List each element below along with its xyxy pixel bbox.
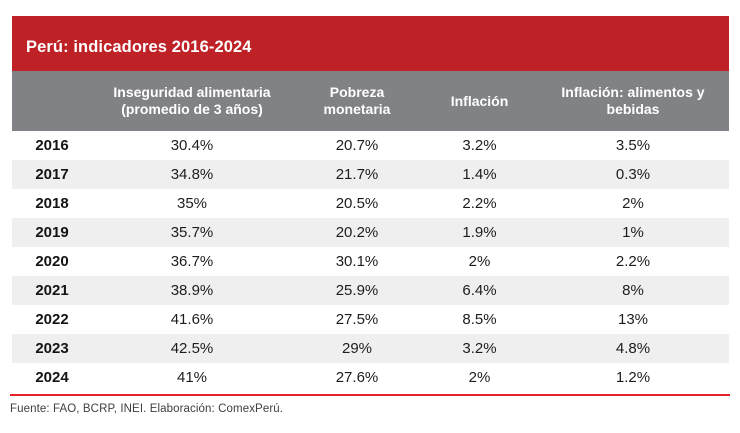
accent-divider-line bbox=[10, 394, 730, 396]
table-row: 2019 35.7% 20.2% 1.9% 1% bbox=[12, 218, 729, 247]
value-cell: 34.8% bbox=[170, 166, 214, 183]
value-cell: 20.7% bbox=[335, 137, 379, 154]
col-header-inflation: Inflación bbox=[450, 92, 509, 109]
year-cell: 2017 bbox=[35, 166, 69, 183]
value-cell: 35.7% bbox=[170, 224, 214, 241]
value-cell: 41.6% bbox=[170, 311, 214, 328]
table-row: 2020 36.7% 30.1% 2% 2.2% bbox=[12, 247, 729, 276]
col-header-year bbox=[12, 71, 92, 131]
value-cell: 6.4% bbox=[462, 282, 497, 299]
col-header-food-inflation: Inflación: alimentos y bebidas bbox=[561, 84, 705, 117]
value-cell: 3.5% bbox=[615, 137, 651, 154]
source-footnote: Fuente: FAO, BCRP, INEI. Elaboración: Co… bbox=[10, 403, 284, 415]
value-cell: 42.5% bbox=[170, 340, 214, 357]
table-row: 2016 30.4% 20.7% 3.2% 3.5% bbox=[12, 131, 729, 160]
table-row: 2021 38.9% 25.9% 6.4% 8% bbox=[12, 276, 729, 305]
table-header: Inseguridad alimentaria (promedio de 3 a… bbox=[12, 71, 729, 131]
year-cell: 2023 bbox=[35, 340, 69, 357]
figure-title: Perú: indicadores 2016-2024 bbox=[26, 37, 252, 56]
value-cell: 27.6% bbox=[335, 369, 379, 386]
value-cell: 8% bbox=[622, 282, 644, 299]
value-cell: 4.8% bbox=[615, 340, 651, 357]
table-row: 2017 34.8% 21.7% 1.4% 0.3% bbox=[12, 160, 729, 189]
year-cell: 2016 bbox=[35, 137, 69, 154]
value-cell: 20.2% bbox=[335, 224, 379, 241]
year-cell: 2020 bbox=[35, 253, 69, 270]
title-bar: Perú: indicadores 2016-2024 bbox=[12, 16, 729, 71]
value-cell: 3.2% bbox=[462, 137, 497, 154]
col-header-monetary-poverty: Pobreza monetaria bbox=[323, 84, 391, 117]
value-cell: 25.9% bbox=[335, 282, 379, 299]
value-cell: 1% bbox=[622, 224, 644, 241]
value-cell: 13% bbox=[617, 311, 649, 328]
value-cell: 2% bbox=[468, 253, 491, 270]
table-row: 2022 41.6% 27.5% 8.5% 13% bbox=[12, 305, 729, 334]
value-cell: 1.9% bbox=[462, 224, 497, 241]
value-cell: 3.2% bbox=[462, 340, 497, 357]
value-cell: 30.4% bbox=[170, 137, 214, 154]
value-cell: 2% bbox=[468, 369, 491, 386]
value-cell: 36.7% bbox=[170, 253, 214, 270]
value-cell: 35% bbox=[176, 195, 208, 212]
year-cell: 2021 bbox=[35, 282, 69, 299]
value-cell: 1.4% bbox=[462, 166, 497, 183]
value-cell: 20.5% bbox=[335, 195, 379, 212]
year-cell: 2024 bbox=[35, 369, 69, 386]
value-cell: 27.5% bbox=[335, 311, 379, 328]
table-row: 2023 42.5% 29% 3.2% 4.8% bbox=[12, 334, 729, 363]
col-header-food-insecurity: Inseguridad alimentaria (promedio de 3 a… bbox=[113, 84, 271, 117]
table-row: 2024 41% 27.6% 2% 1.2% bbox=[12, 363, 729, 392]
value-cell: 2% bbox=[622, 195, 644, 212]
value-cell: 8.5% bbox=[462, 311, 497, 328]
value-cell: 41% bbox=[176, 369, 208, 386]
value-cell: 2.2% bbox=[462, 195, 497, 212]
year-cell: 2022 bbox=[35, 311, 69, 328]
value-cell: 2.2% bbox=[615, 253, 651, 270]
value-cell: 21.7% bbox=[335, 166, 379, 183]
value-cell: 1.2% bbox=[615, 369, 651, 386]
value-cell: 30.1% bbox=[335, 253, 379, 270]
value-cell: 0.3% bbox=[615, 166, 651, 183]
year-cell: 2018 bbox=[35, 195, 69, 212]
value-cell: 29% bbox=[341, 340, 373, 357]
year-cell: 2019 bbox=[35, 224, 69, 241]
value-cell: 38.9% bbox=[170, 282, 214, 299]
table-row: 2018 35% 20.5% 2.2% 2% bbox=[12, 189, 729, 218]
indicators-table: Inseguridad alimentaria (promedio de 3 a… bbox=[12, 71, 729, 392]
